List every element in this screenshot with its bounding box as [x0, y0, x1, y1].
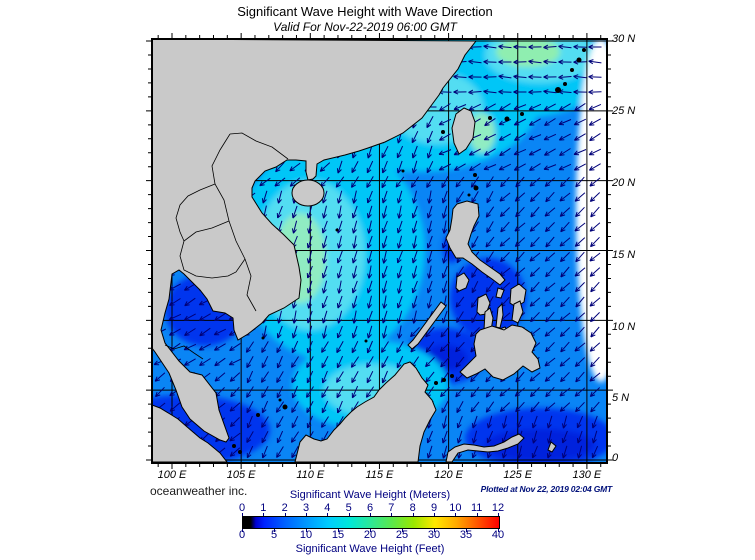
colorbar-feet-tick-30: 30: [427, 529, 441, 541]
map-frame: [151, 38, 608, 464]
colorbar-tick-mark: [434, 529, 435, 532]
colorbar-meters-tick-4: 4: [324, 502, 331, 514]
colorbar-tick-mark: [327, 513, 329, 516]
colorbar-meters-tick-12: 12: [491, 502, 505, 514]
land-panay: [476, 293, 491, 316]
colorbar-feet-tick-5: 5: [270, 529, 278, 541]
colorbar-tick-mark: [498, 529, 499, 532]
lat-label-20n: 20 N: [612, 177, 636, 189]
colorbar-tick-mark: [391, 513, 393, 516]
colorbar-meters-tick-5: 5: [345, 502, 352, 514]
lon-label-120e: 120 E: [434, 469, 463, 481]
colorbar-tick-mark: [412, 513, 414, 516]
land-mindanao: [459, 324, 541, 381]
colorbar-meters-tick-11: 11: [470, 502, 483, 514]
lat-label-30n: 30 N: [612, 33, 636, 45]
page-title: Significant Wave Height with Wave Direct…: [237, 4, 493, 19]
colorbar-meters-tick-1: 1: [260, 502, 267, 514]
landmasses: [152, 39, 557, 463]
patch-no-data-white-notch: [576, 39, 607, 382]
colorbar-tick-mark: [338, 529, 339, 532]
colorbar-meters-tick-9: 9: [430, 502, 438, 514]
colorbar-feet-tick-40: 40: [491, 529, 505, 541]
colorbar-tick-mark: [402, 529, 403, 532]
colorbar-meters-tick-6: 6: [366, 502, 374, 514]
lat-label-25n: 25 N: [612, 105, 636, 117]
colorbar-tick-mark: [306, 529, 307, 532]
colorbar-feet-tick-15: 15: [331, 529, 345, 541]
colorbar-tick-mark: [263, 513, 265, 516]
plotted-at-text: Plotted at Nov 22, 2019 02:04 GMT: [480, 484, 613, 494]
colorbar-tick-mark: [370, 529, 371, 532]
colorbar-feet-tick-10: 10: [299, 529, 313, 541]
colorbar-tick-mark: [284, 513, 286, 516]
land-cebu: [495, 302, 504, 329]
colorbar-tick-mark: [274, 529, 275, 532]
land-mindoro: [455, 272, 470, 292]
colorbar-meters-tick-0: 0: [238, 502, 246, 514]
axis-ticks: [146, 33, 613, 469]
colorbar-tick-mark: [476, 513, 478, 516]
colorbar: [242, 516, 500, 529]
lat-label-0: 0: [612, 452, 619, 464]
lon-label-130e: 130 E: [572, 469, 602, 481]
colorbar-tick-mark: [370, 513, 371, 516]
colorbar-feet-tick-0: 0: [238, 529, 246, 541]
colorbar-tick-mark: [434, 513, 435, 516]
colorbar-tick-mark: [348, 513, 350, 516]
country-borders: [164, 132, 289, 360]
colorbar-tick-mark: [242, 529, 243, 532]
lat-label-5n: 5 N: [612, 392, 630, 404]
lon-label-105e: 105 E: [226, 469, 256, 481]
colorbar-tick-mark: [455, 513, 457, 516]
land-borneo: [294, 361, 437, 463]
credit-text: oceanweather inc.: [150, 484, 248, 498]
colorbar-meters-tick-2: 2: [281, 502, 288, 514]
patch-ne-taiwan-5m-green: [496, 39, 560, 67]
colorbar-meters-tick-8: 8: [409, 502, 416, 514]
land-hainan: [291, 179, 325, 207]
land-taiwan: [451, 107, 476, 155]
small-islands: [232, 48, 586, 454]
colorbar-meters-tick-7: 7: [388, 502, 395, 514]
colorbar-tick-mark: [306, 513, 307, 516]
lon-label-110e: 110 E: [296, 469, 325, 481]
colorbar-feet-tick-20: 20: [363, 529, 377, 541]
colorbar-tick-mark: [498, 513, 499, 516]
colorbar-feet-tick-25: 25: [395, 529, 409, 541]
land-halmahera: [547, 441, 557, 453]
colorbar-tick-mark: [242, 513, 243, 516]
colorbar-feet-tick-35: 35: [459, 529, 473, 541]
colorbar-meters-tick-10: 10: [449, 502, 462, 514]
land-luzon: [445, 200, 506, 286]
colorbar-title-meters: Significant Wave Height (Meters): [289, 489, 451, 501]
land-sulawesi: [445, 433, 525, 463]
land-palawan: [407, 301, 447, 350]
colorbar-tick-mark: [466, 529, 467, 532]
land-masbate: [495, 287, 505, 299]
lat-label-15n: 15 N: [612, 249, 636, 261]
valid-time-subtitle: Valid For Nov-22-2019 06:00 GMT: [273, 20, 457, 34]
lon-label-125e: 125 E: [503, 469, 533, 481]
land-mainland-asia: [152, 39, 478, 443]
colorbar-meters-tick-3: 3: [302, 502, 310, 514]
lon-label-100e: 100 E: [157, 469, 187, 481]
lat-label-10n: 10 N: [612, 321, 636, 333]
land-leyte: [511, 300, 524, 324]
lon-label-115e: 115 E: [365, 469, 394, 481]
colorbar-title-feet: Significant Wave Height (Feet): [295, 543, 445, 555]
